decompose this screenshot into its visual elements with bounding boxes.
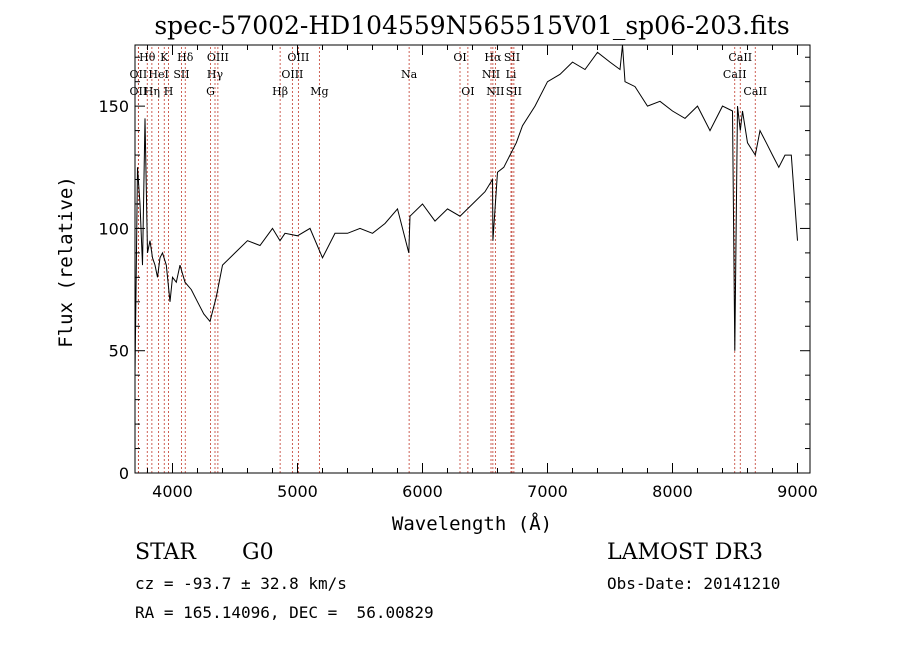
spectral-line-label: SII (504, 51, 520, 64)
spectral-line-label: H (164, 85, 174, 98)
x-tick-label: 6000 (402, 482, 443, 501)
spectral-line-label: CaII (723, 68, 747, 81)
y-tick-label: 100 (98, 219, 129, 238)
x-tick-label: 4000 (152, 482, 193, 501)
spectral-line-label: OII (130, 68, 148, 81)
spectral-line-label: Hγ (207, 68, 224, 81)
spectral-line-label: NII (482, 68, 500, 81)
spectral-line-label: Hβ (272, 85, 288, 98)
spectral-line-label: CaII (743, 85, 767, 98)
x-tick-label: 7000 (527, 482, 568, 501)
spectral-line-label: K (160, 51, 169, 64)
x-tick-label: 8000 (652, 482, 693, 501)
axes: 4000 5000 6000 7000 8000 9000 0 50 100 150 (98, 45, 818, 501)
x-tick-label: 5000 (277, 482, 318, 501)
plot-frame (134, 44, 811, 474)
spectral-line-label: OIII (287, 51, 309, 64)
spectral-line-label: OII (130, 85, 148, 98)
spectral-line-label: Na (401, 68, 418, 81)
spectral-line-label: HeI (148, 68, 168, 81)
class-label: STAR (135, 540, 196, 565)
survey-label: LAMOST DR3 (607, 540, 763, 565)
spectral-line-label: SII (173, 68, 189, 81)
spectral-line-label: Hθ (139, 51, 156, 64)
spectral-line-label: Mg (310, 85, 328, 98)
spectral-line-label: NII (486, 85, 504, 98)
emission-line-markers: Hθ OII OII K HeI Hη H Hδ SII OIII Hγ G OIII OIII Hβ Mg N… (130, 47, 767, 473)
spectral-line-label: SII (506, 85, 522, 98)
spectral-line-label: OIII (281, 68, 303, 81)
spectral-line-label: OIII (207, 51, 229, 64)
chart-title: spec-57002-HD104559N565515V01_sp06-203.f… (154, 11, 789, 40)
y-tick-label: 0 (119, 464, 129, 483)
spectral-line-label: OI (461, 85, 474, 98)
y-tick-label: 150 (98, 97, 129, 116)
redshift-readout: cz = -93.7 ± 32.8 km/s (135, 574, 347, 593)
spectral-line-label: Hη (144, 85, 160, 98)
obs-date-readout: Obs-Date: 20141210 (607, 574, 781, 593)
x-tick-label: 9000 (777, 482, 818, 501)
x-axis-label: Wavelength (Å) (392, 512, 552, 535)
spectral-line-label: Hα (484, 51, 502, 64)
spectral-line-label: OI (453, 51, 466, 64)
y-axis-label: Flux (relative) (55, 176, 77, 348)
spectral-line-label: Li (506, 68, 517, 81)
coordinates-readout: RA = 165.14096, DEC = 56.00829 (135, 603, 434, 622)
spectrum-line (134, 44, 798, 376)
spectral-line-label: Hδ (177, 51, 194, 64)
spectral-line-label: G (206, 85, 215, 98)
subclass-label: G0 (242, 540, 274, 565)
y-tick-label: 50 (109, 342, 129, 361)
spectral-line-label: CaII (728, 51, 752, 64)
